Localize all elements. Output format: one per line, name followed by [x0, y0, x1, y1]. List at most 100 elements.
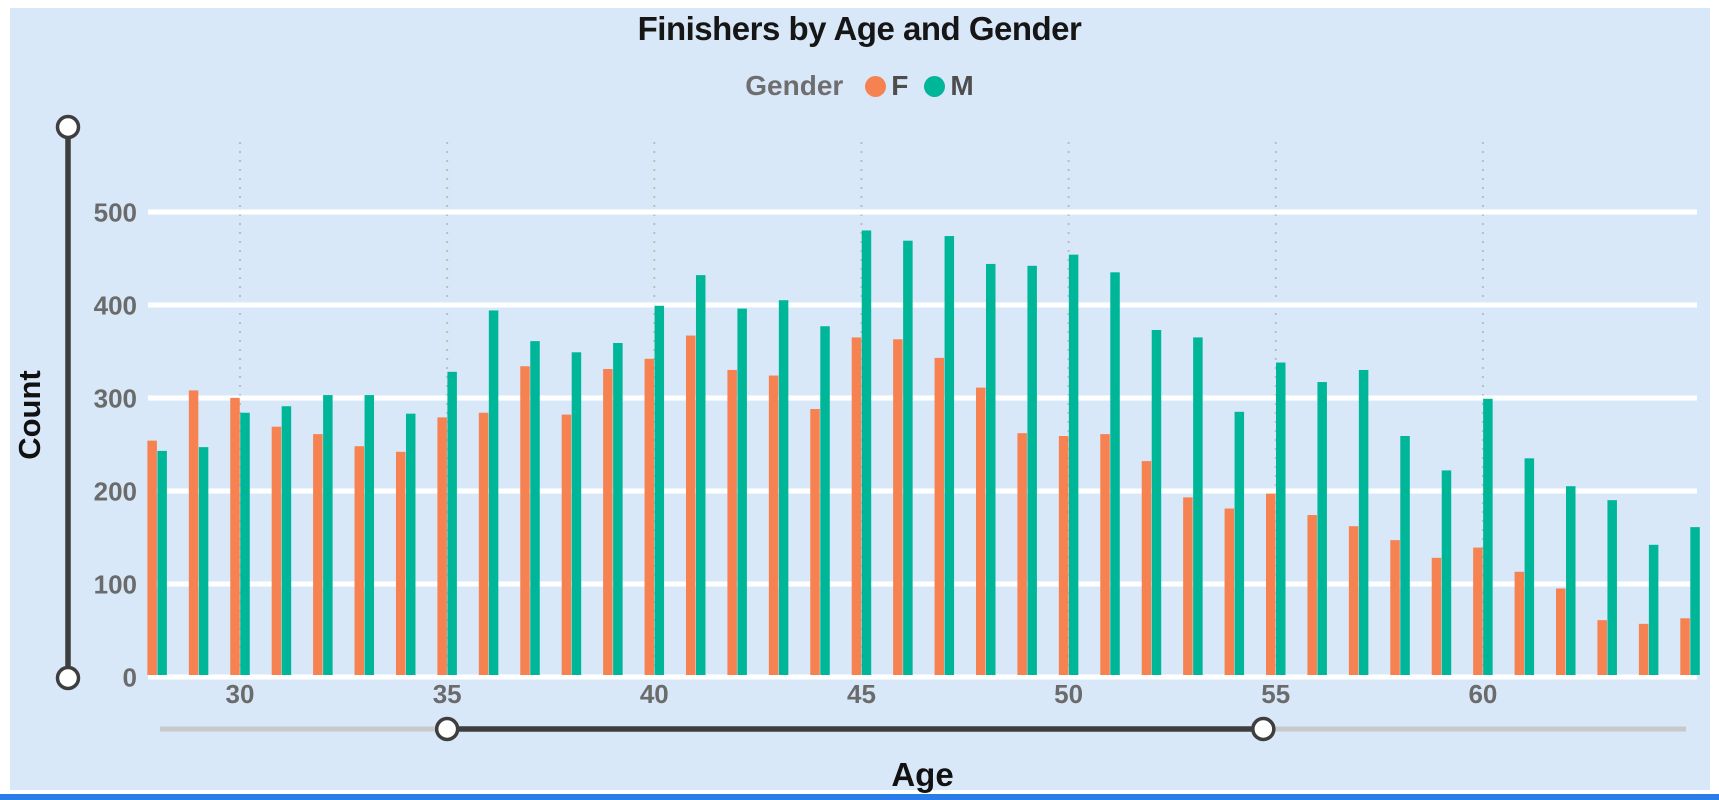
- bar-f-38[interactable]: [561, 414, 572, 675]
- bar-m-59[interactable]: [1441, 470, 1452, 675]
- bar-f-43[interactable]: [768, 375, 779, 675]
- bar-f-51[interactable]: [1100, 434, 1110, 675]
- bar-m-47[interactable]: [944, 236, 955, 676]
- y-axis-title: Count: [12, 370, 47, 460]
- bar-m-37[interactable]: [530, 341, 540, 675]
- x-axis-slider-right-handle[interactable]: [1251, 716, 1276, 742]
- bar-f-42[interactable]: [727, 369, 737, 675]
- legend-title: Gender: [745, 70, 844, 101]
- gridline-y-0: [148, 674, 1697, 680]
- bar-f-36[interactable]: [478, 412, 489, 675]
- legend-label-m: M: [950, 70, 974, 101]
- bar-m-57[interactable]: [1358, 369, 1369, 675]
- bar-m-55[interactable]: [1276, 362, 1286, 675]
- legend-swatch-m-icon: [924, 75, 946, 97]
- bar-f-48[interactable]: [975, 387, 986, 675]
- bar-f-37[interactable]: [520, 366, 530, 675]
- bar-m-61[interactable]: [1524, 458, 1535, 675]
- bar-f-44[interactable]: [810, 409, 820, 675]
- bar-m-60[interactable]: [1483, 398, 1493, 675]
- y-tick-label-400: 400: [94, 291, 137, 321]
- bar-m-29[interactable]: [198, 447, 209, 675]
- bar-f-32[interactable]: [313, 434, 323, 675]
- gridline-y-100: [148, 581, 1697, 587]
- bar-m-62[interactable]: [1566, 486, 1576, 675]
- y-tick-label-500: 500: [94, 198, 137, 228]
- bar-m-63[interactable]: [1607, 500, 1617, 675]
- bar-m-50[interactable]: [1068, 254, 1079, 675]
- bar-m-48[interactable]: [985, 263, 996, 675]
- bar-f-47[interactable]: [934, 357, 945, 675]
- bar-f-62[interactable]: [1556, 588, 1566, 675]
- bar-m-42[interactable]: [737, 308, 747, 675]
- bar-m-44[interactable]: [820, 326, 830, 675]
- x-tick-label-35: 35: [433, 679, 462, 709]
- legend: Gender F M: [0, 70, 1719, 102]
- bar-m-36[interactable]: [488, 310, 499, 675]
- bar-m-45[interactable]: [861, 230, 872, 675]
- bar-f-57[interactable]: [1348, 526, 1359, 675]
- bar-f-56[interactable]: [1307, 515, 1317, 675]
- bar-f-65[interactable]: [1680, 618, 1690, 675]
- y-axis-slider-bottom-handle[interactable]: [55, 665, 81, 691]
- bar-f-58[interactable]: [1390, 540, 1400, 675]
- bar-m-65[interactable]: [1690, 527, 1700, 675]
- bar-f-64[interactable]: [1638, 623, 1649, 675]
- bar-m-56[interactable]: [1317, 382, 1327, 675]
- y-tick-label-0: 0: [123, 663, 137, 693]
- bar-m-46[interactable]: [903, 240, 913, 675]
- y-axis-title-wrap: Count: [6, 300, 54, 530]
- bar-m-28[interactable]: [157, 450, 167, 675]
- bar-f-39[interactable]: [603, 369, 613, 675]
- bar-m-58[interactable]: [1400, 435, 1410, 675]
- bar-m-33[interactable]: [364, 395, 375, 675]
- chart-title: Finishers by Age and Gender: [637, 10, 1082, 47]
- bar-f-52[interactable]: [1141, 461, 1152, 675]
- y-tick-label-300: 300: [94, 384, 137, 414]
- bar-f-50[interactable]: [1058, 435, 1069, 675]
- bar-f-46[interactable]: [893, 339, 903, 675]
- bar-f-54[interactable]: [1224, 508, 1235, 675]
- bar-m-53[interactable]: [1193, 337, 1203, 675]
- bar-m-49[interactable]: [1027, 265, 1037, 675]
- bar-m-30[interactable]: [240, 412, 250, 675]
- bar-m-35[interactable]: [447, 371, 457, 675]
- bar-m-39[interactable]: [613, 342, 623, 675]
- bar-m-40[interactable]: [654, 305, 665, 675]
- bar-f-40[interactable]: [644, 358, 655, 675]
- bar-m-31[interactable]: [281, 406, 292, 675]
- bar-m-54[interactable]: [1234, 411, 1245, 675]
- bar-m-32[interactable]: [323, 395, 333, 675]
- bar-f-55[interactable]: [1266, 493, 1276, 675]
- bar-f-29[interactable]: [188, 390, 199, 675]
- bar-m-52[interactable]: [1151, 329, 1162, 675]
- bar-f-61[interactable]: [1514, 571, 1525, 675]
- x-axis-slider-left-handle[interactable]: [434, 716, 460, 742]
- bar-f-63[interactable]: [1597, 620, 1607, 675]
- bar-f-60[interactable]: [1473, 547, 1483, 675]
- bar-f-41[interactable]: [685, 335, 696, 675]
- bar-m-51[interactable]: [1110, 272, 1120, 675]
- bar-f-28[interactable]: [147, 440, 157, 675]
- bar-m-41[interactable]: [695, 275, 706, 675]
- bar-m-64[interactable]: [1648, 544, 1659, 675]
- bar-f-45[interactable]: [851, 337, 862, 675]
- legend-item-m[interactable]: M: [924, 70, 974, 102]
- bar-f-33[interactable]: [354, 446, 365, 675]
- x-tick-label-55: 55: [1261, 679, 1290, 709]
- bar-m-43[interactable]: [778, 300, 789, 675]
- bar-f-59[interactable]: [1431, 557, 1442, 675]
- legend-item-f[interactable]: F: [865, 70, 908, 102]
- bar-m-34[interactable]: [405, 413, 416, 675]
- bar-m-38[interactable]: [571, 352, 582, 675]
- y-axis-slider-top-handle[interactable]: [55, 114, 81, 140]
- bar-f-53[interactable]: [1183, 497, 1193, 675]
- bar-f-34[interactable]: [395, 451, 406, 675]
- bar-f-35[interactable]: [437, 417, 447, 675]
- x-tick-label-30: 30: [226, 679, 255, 709]
- bar-f-31[interactable]: [271, 426, 282, 675]
- gridline-y-500: [148, 209, 1697, 215]
- bar-f-30[interactable]: [230, 397, 240, 675]
- bar-f-49[interactable]: [1017, 433, 1027, 675]
